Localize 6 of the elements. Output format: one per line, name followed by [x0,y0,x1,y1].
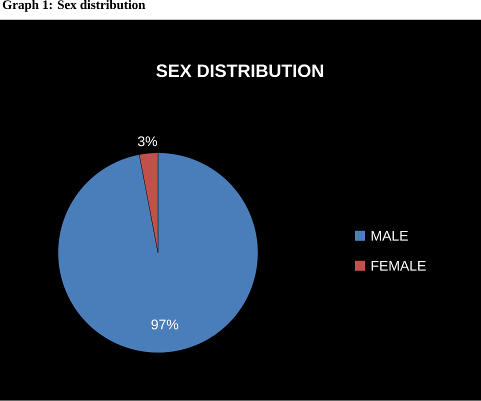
data-label: 97% [151,320,178,330]
legend-label: FEMALE [372,261,426,271]
caption: Graph 1: Sex distribution [2,0,146,12]
chart-title: SEX DISTRIBUTION [156,64,323,78]
data-label: 3% [138,136,158,146]
legend-label: MALE [372,231,408,241]
